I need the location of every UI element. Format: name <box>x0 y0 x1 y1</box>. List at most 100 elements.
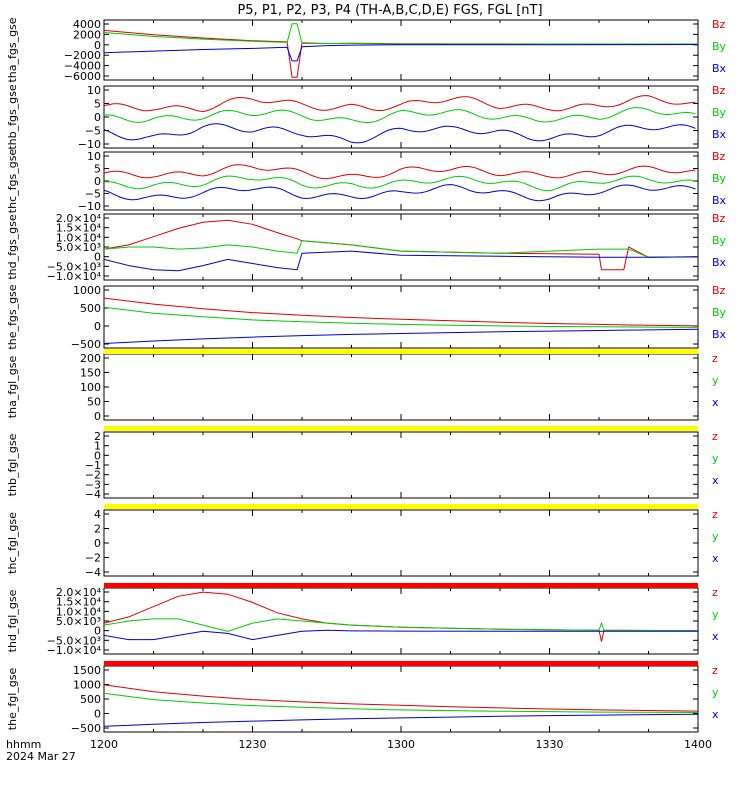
y-tick-label: −4 <box>85 566 101 579</box>
y-axis-label: tha_fgl_gse <box>6 356 19 419</box>
legend-entry-Bx: Bx <box>712 328 727 341</box>
y-axis-label: thd_fgl_gse <box>6 589 19 652</box>
y-tick-label: 50 <box>87 396 101 409</box>
legend-entry-Bx: Bx <box>712 194 727 207</box>
y-tick-label: 1000 <box>73 284 101 297</box>
availability-bar <box>104 583 698 588</box>
x-tick-label: 1300 <box>387 738 415 751</box>
y-tick-label: −1.0×10⁴ <box>47 644 102 657</box>
y-tick-label: −2 <box>85 552 101 565</box>
y-tick-label: 0 <box>94 320 101 333</box>
series-line-By <box>103 107 696 123</box>
legend-entry-x: x <box>712 396 719 409</box>
y-tick-label: −500 <box>71 722 101 735</box>
legend-entry-Bx: Bx <box>712 128 727 141</box>
x-axis-corner-label-date: 2024 Mar 27 <box>6 750 76 763</box>
y-axis-label: thc_fgs_gse <box>6 149 19 214</box>
y-tick-label: 0 <box>94 708 101 721</box>
y-axis-label: thd_fgs_gse <box>6 214 19 280</box>
legend-entry-z: z <box>712 508 718 521</box>
availability-bar <box>104 349 698 354</box>
y-tick-label: 1.0×10⁴ <box>56 231 102 244</box>
panel-frame <box>103 151 699 211</box>
y-tick-label: −4000 <box>64 60 101 73</box>
series-line-By <box>103 306 699 328</box>
y-tick-label: 150 <box>80 367 101 380</box>
y-tick-label: 2 <box>94 430 101 443</box>
y-tick-label: 0 <box>94 39 101 52</box>
legend-entry-x: x <box>712 708 719 721</box>
y-tick-label: −2000 <box>64 49 101 62</box>
y-tick-label: 0 <box>94 410 101 423</box>
legend-entry-z: z <box>712 430 718 443</box>
y-tick-label: 0 <box>94 111 101 124</box>
y-tick-label: 2 <box>94 523 101 536</box>
legend-entry-x: x <box>712 552 719 565</box>
series-line-By <box>103 240 699 258</box>
legend-entry-By: By <box>712 172 727 185</box>
panel-frame <box>103 285 699 349</box>
y-tick-label: −1 <box>85 459 101 472</box>
y-tick-label: −4 <box>85 488 101 501</box>
series-line-y <box>103 618 699 632</box>
y-tick-label: 5 <box>94 163 101 176</box>
series-line-z <box>103 684 699 712</box>
y-tick-label: 2.0×10⁴ <box>56 212 102 225</box>
y-tick-label: 500 <box>80 693 101 706</box>
y-tick-label: 10 <box>87 150 101 163</box>
series-line-Bz <box>103 297 699 327</box>
legend-entry-Bz: Bz <box>712 212 726 225</box>
series-line-Bz <box>103 164 696 180</box>
series-line-z <box>103 591 699 642</box>
y-tick-label: 1500 <box>73 664 101 677</box>
y-axis-label: thb_fgs_gse <box>6 84 19 150</box>
legend-entry-x: x <box>712 630 719 643</box>
y-tick-label: 5 <box>94 98 101 111</box>
series-line-Bx <box>103 123 696 144</box>
y-axis-label: thb_fgl_gse <box>6 433 19 496</box>
y-tick-label: 1000 <box>73 679 101 692</box>
series-line-Bx <box>103 44 699 62</box>
y-tick-label: 2000 <box>73 28 101 41</box>
series-line-By <box>103 23 698 45</box>
y-tick-label: −5.0×10³ <box>47 260 101 273</box>
x-axis: 1200 1230 1300 1330 1400 <box>90 738 712 751</box>
y-tick-label: 5.0×10³ <box>56 241 101 254</box>
panel-frame <box>103 431 699 499</box>
availability-bar <box>104 504 698 509</box>
panel-frame <box>103 509 699 577</box>
y-tick-label: 0 <box>94 625 101 638</box>
panel-thd_fgl_gse: 2.0×10⁴1.5×10⁴1.0×10⁴5.0×10³0−5.0×10³−1.… <box>6 586 719 657</box>
y-tick-label: −2 <box>85 469 101 482</box>
y-tick-label: 1.5×10⁴ <box>56 596 102 609</box>
panel-frame <box>103 587 699 655</box>
figure-title: P5, P1, P2, P3, P4 (TH-A,B,C,D,E) FGS, F… <box>237 3 542 18</box>
y-tick-label: 0 <box>94 537 101 550</box>
y-tick-label: −5 <box>85 125 101 138</box>
y-tick-label: −10 <box>78 200 101 213</box>
x-tick-label: 1200 <box>90 738 118 751</box>
legend-entry-Bx: Bx <box>712 256 727 269</box>
y-tick-label: −500 <box>71 338 101 351</box>
legend-entry-Bz: Bz <box>712 284 726 297</box>
panel-thd_fgs_gse: 2.0×10⁴1.5×10⁴1.0×10⁴5.0×10³0−5.0×10³−1.… <box>6 212 727 283</box>
panel-frame <box>103 665 699 733</box>
legend-entry-z: z <box>712 664 718 677</box>
legend-entry-z: z <box>712 352 718 365</box>
y-tick-label: 0 <box>94 175 101 188</box>
panel-thc_fgl_gse: 4 20 −2−4 thc_fgl_gse zyx <box>6 508 719 579</box>
series-line-x <box>103 629 698 641</box>
y-axis-label: tha_fgs_gse <box>6 17 19 82</box>
series-line-x <box>103 713 699 727</box>
y-tick-label: 200 <box>80 352 101 365</box>
legend-entry-By: By <box>712 40 727 53</box>
y-tick-label: 5.0×10³ <box>56 615 101 628</box>
y-tick-label: 0 <box>94 449 101 462</box>
